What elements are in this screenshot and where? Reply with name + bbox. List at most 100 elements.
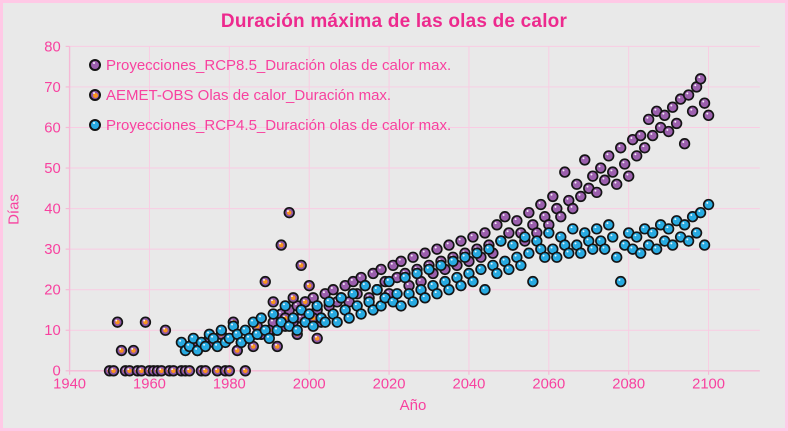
data-point [199, 365, 212, 377]
y-tick-label: 20 [44, 283, 60, 299]
data-point [347, 288, 359, 300]
data-point [515, 259, 527, 272]
data-point [267, 296, 279, 308]
data-point [646, 129, 659, 142]
data-point [682, 89, 695, 101]
data-point [646, 227, 659, 239]
y-tick-label: 60 [44, 120, 60, 136]
data-point [527, 275, 539, 288]
data-point [139, 316, 152, 328]
data-point [682, 235, 695, 247]
data-point [279, 300, 291, 312]
data-point [271, 340, 283, 353]
x-tick-label: 2000 [293, 377, 326, 393]
data-point [479, 284, 491, 296]
data-point [267, 308, 279, 320]
data-point [367, 267, 379, 280]
data-point [199, 340, 212, 353]
data-point [702, 109, 715, 121]
data-point [631, 150, 643, 162]
data-point [407, 251, 419, 263]
data-point [371, 284, 383, 296]
data-point [615, 142, 627, 154]
x-tick-label: 2060 [532, 377, 565, 393]
data-point [255, 312, 267, 324]
data-point [523, 206, 535, 219]
data-point [343, 312, 355, 324]
data-point [303, 308, 315, 320]
data-point [591, 223, 603, 235]
data-point [491, 267, 503, 280]
data-point [587, 170, 599, 182]
data-point [547, 190, 559, 203]
data-point [423, 263, 435, 276]
data-point [591, 186, 603, 199]
data-point [619, 158, 631, 170]
data-point [287, 312, 299, 324]
data-point [551, 251, 563, 263]
data-point [467, 231, 479, 243]
data-point [459, 251, 471, 263]
data-point [634, 247, 647, 259]
data-point [599, 243, 611, 255]
data-point [658, 109, 671, 121]
data-point [579, 154, 591, 166]
data-point [503, 227, 515, 239]
data-point [698, 97, 711, 109]
data-point [107, 365, 120, 377]
data-point [555, 211, 567, 223]
y-tick-label: 70 [44, 80, 60, 96]
legend-item-aemet[interactable]: AEMET-OBS Olas de calor_Duración max. [89, 84, 451, 106]
legend-item-rcp45[interactable]: Proyecciones_RCP4.5_Duración olas de cal… [89, 114, 451, 136]
data-point [642, 113, 655, 126]
data-point [331, 316, 343, 328]
data-point [631, 231, 643, 243]
data-point [662, 223, 675, 235]
data-point [275, 239, 287, 251]
data-point [223, 365, 235, 377]
data-point [666, 101, 679, 113]
data-point [471, 247, 483, 259]
data-point [611, 178, 623, 190]
data-point [431, 288, 443, 300]
data-point [327, 284, 339, 296]
x-tick-label: 1960 [133, 377, 166, 393]
x-tick-label: 2100 [692, 377, 725, 393]
x-axis-label: Año [399, 397, 427, 414]
x-tick-label: 2020 [373, 377, 406, 393]
data-point [698, 239, 711, 251]
data-point [455, 235, 467, 247]
data-point [443, 239, 455, 251]
data-point [211, 365, 224, 377]
data-point [595, 162, 607, 174]
data-point [159, 324, 172, 336]
data-point [467, 275, 479, 288]
data-point [575, 247, 587, 259]
y-tick-label: 10 [44, 323, 60, 339]
data-point [567, 202, 579, 215]
data-point [303, 279, 315, 292]
data-point [127, 344, 140, 357]
y-tick-label: 50 [44, 161, 60, 177]
legend-label-rcp85: Proyecciones_RCP8.5_Duración olas de cal… [106, 56, 452, 74]
data-point [559, 166, 571, 178]
data-point [563, 247, 575, 259]
data-point [359, 279, 371, 292]
data-point [539, 251, 551, 263]
legend-item-rcp85[interactable]: Proyecciones_RCP8.5_Duración olas de cal… [89, 54, 451, 76]
data-point [259, 275, 271, 288]
data-point [603, 219, 615, 231]
data-point [455, 279, 467, 292]
series-rcp45 [175, 198, 715, 357]
data-point [666, 239, 679, 251]
data-point [335, 292, 347, 304]
data-point [571, 178, 583, 190]
data-point [263, 332, 275, 345]
data-point [223, 332, 235, 345]
data-point [694, 206, 707, 219]
data-point [475, 263, 487, 276]
data-point [599, 174, 611, 186]
data-point [511, 215, 523, 227]
legend: Proyecciones_RCP8.5_Duración olas de cal… [89, 54, 451, 144]
